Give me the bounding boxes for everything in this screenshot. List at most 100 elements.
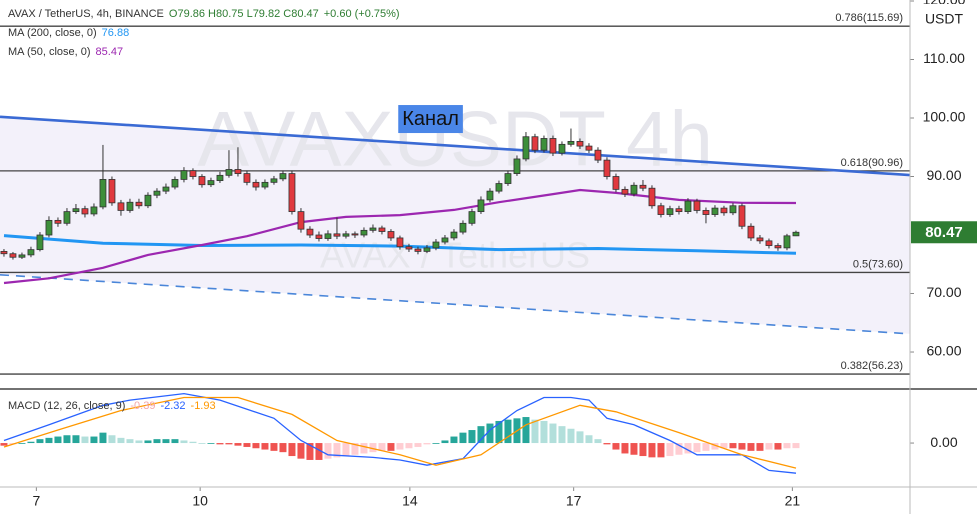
histogram-bar: [756, 443, 764, 451]
candle-body: [675, 208, 683, 213]
candle-body: [603, 159, 611, 177]
candle-body: [684, 200, 692, 213]
candle-body: [234, 169, 242, 174]
histogram-bar: [423, 443, 431, 445]
histogram-bar: [360, 443, 368, 454]
candle-body: [144, 194, 152, 207]
histogram-bar: [702, 443, 710, 451]
candle-body: [180, 170, 188, 180]
histogram-bar: [36, 439, 44, 444]
candle-body: [252, 181, 260, 188]
histogram-bar: [351, 443, 359, 455]
histogram-bar: [216, 443, 224, 445]
fib-label: 0.5(73.60): [853, 258, 903, 270]
histogram-bar: [711, 443, 719, 450]
candle-body: [459, 222, 467, 233]
candle-body: [567, 141, 575, 145]
candle-body: [153, 190, 161, 196]
histogram-bar: [0, 443, 8, 446]
candle-body: [99, 179, 107, 208]
candle-body: [171, 179, 179, 188]
candle-body: [387, 231, 395, 239]
histogram-bar: [495, 420, 503, 444]
line: [3, 188, 797, 285]
candle-body: [198, 176, 206, 186]
histogram-bar: [252, 443, 260, 449]
ma-name: MA (200, close, 0): [8, 27, 97, 39]
macd-name: MACD (12, 26, close, 9): [8, 400, 126, 412]
histogram-bar: [243, 443, 251, 447]
ma-value: 85.47: [95, 46, 124, 58]
candle-body: [45, 219, 53, 236]
histogram-bar: [504, 419, 512, 444]
y-tick-label: 70.00: [926, 284, 961, 300]
histogram-bar: [630, 443, 638, 455]
histogram-bar: [621, 443, 629, 454]
candle-body: [108, 179, 116, 204]
candle-body: [243, 173, 251, 183]
currency: USDT: [925, 11, 964, 27]
histogram-bar: [639, 443, 647, 457]
candle-body: [648, 187, 656, 207]
histogram-bar: [666, 443, 674, 457]
candle-body: [306, 228, 314, 236]
histogram-bar: [54, 436, 62, 444]
candle-body: [549, 138, 557, 154]
histogram-bar: [81, 436, 89, 444]
fib-label: 0.382(56.23): [841, 360, 903, 372]
candle-body: [657, 205, 665, 215]
candle-body: [513, 158, 521, 174]
candle-body: [783, 235, 791, 249]
candle-body: [576, 141, 584, 147]
histogram-bar: [234, 443, 242, 446]
x-tick-label: 14: [402, 493, 418, 509]
candle-body: [720, 207, 728, 214]
histogram-bar: [747, 443, 755, 451]
candle-body: [441, 237, 449, 243]
histogram-bar: [27, 441, 35, 444]
x-tick-label: 17: [566, 493, 582, 509]
histogram-bar: [648, 443, 656, 458]
y-tick-label: 0.00: [930, 434, 957, 450]
y-tick-label: 100.00: [923, 109, 966, 125]
histogram-bar: [540, 420, 548, 444]
candle-body: [369, 227, 377, 231]
histogram-bar: [324, 443, 332, 459]
histogram-bar: [117, 437, 125, 444]
histogram-bar: [720, 443, 728, 449]
candle-body: [351, 233, 359, 236]
histogram-bar: [531, 419, 539, 444]
annotation-box: [398, 105, 463, 134]
histogram-bar: [675, 443, 683, 455]
candle-body: [792, 231, 800, 237]
candle-body: [36, 234, 44, 251]
histogram-bar: [477, 426, 485, 444]
candle-body: [540, 138, 548, 151]
annotation: Канал: [402, 108, 459, 130]
histogram-bar: [414, 443, 422, 447]
candle-body: [117, 202, 125, 211]
histogram-bar: [774, 443, 782, 450]
trendline: [0, 273, 910, 335]
ma-name: MA (50, close, 0): [8, 46, 91, 58]
candle-body: [585, 145, 593, 151]
candle-body: [693, 200, 701, 211]
last-price-box: [911, 221, 977, 244]
histogram-bar: [729, 443, 737, 449]
candle-body: [9, 253, 17, 258]
symbol: AVAX / TetherUS, 4h, BINANCE: [8, 8, 164, 20]
histogram-bar: [405, 443, 413, 449]
candle-body: [297, 211, 305, 230]
histogram-bar: [18, 443, 26, 444]
candle-body: [207, 180, 215, 186]
histogram-bar: [315, 443, 323, 460]
ohlc: O79.86 H80.75 L79.82 C80.47: [168, 8, 319, 20]
fib-label: 0.618(90.96): [841, 157, 903, 169]
candle-body: [189, 170, 197, 177]
symbol-legend: AVAX / TetherUS, 4h, BINANCE O79.86 H80.7…: [8, 8, 405, 20]
histogram-bar: [459, 432, 467, 444]
histogram-bar: [189, 441, 197, 444]
y-tick-label: 120.00: [923, 0, 966, 8]
